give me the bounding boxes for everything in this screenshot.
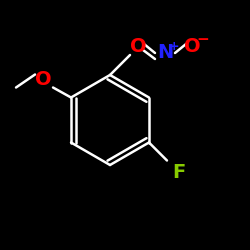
Text: +: + [169, 40, 179, 52]
Text: −: − [196, 32, 209, 48]
Text: O: O [130, 38, 146, 56]
Text: O: O [184, 38, 200, 56]
Text: N: N [157, 44, 173, 62]
Text: F: F [172, 163, 186, 182]
Text: O: O [35, 70, 51, 89]
